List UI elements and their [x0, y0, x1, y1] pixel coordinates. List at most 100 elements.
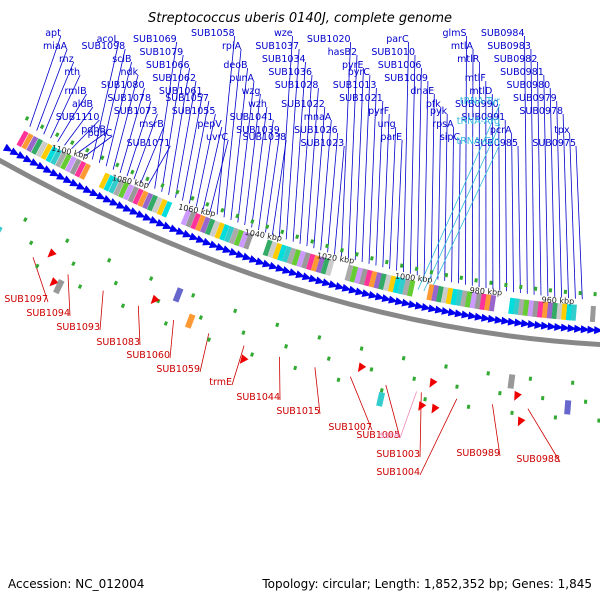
cds-arrow	[122, 204, 133, 212]
forward-gene-label: SUB1039	[236, 125, 280, 136]
forward-gene-label: tpx	[554, 125, 570, 136]
cog-block	[21, 133, 34, 150]
forward-gene-callout	[57, 93, 87, 142]
gc-skew-mark	[384, 259, 389, 265]
gc-skew-mark	[265, 224, 270, 230]
forward-gene-label: SUB1098	[82, 41, 126, 52]
cds-arrow	[574, 324, 584, 333]
cog-block	[31, 138, 44, 155]
forward-gene-callout	[504, 119, 507, 292]
gc-skew-mark	[489, 280, 493, 285]
forward-gene-callout	[36, 48, 68, 131]
forward-gene-callout	[409, 54, 416, 274]
inner-mark	[284, 343, 289, 349]
cog-block	[541, 301, 549, 319]
cog-block	[142, 192, 154, 210]
cds-arrow	[288, 268, 299, 276]
forward-gene-callout	[237, 80, 255, 223]
forward-gene-callout	[556, 100, 562, 298]
cds-arrow	[49, 168, 60, 177]
reverse-gene-label: SUB1094	[26, 308, 70, 319]
cds-arrow	[580, 325, 590, 334]
inner-mark	[466, 404, 471, 409]
forward-gene-callout	[292, 61, 306, 242]
cds-arrow	[162, 221, 173, 230]
inner-mark	[35, 263, 40, 269]
gc-skew-mark	[548, 288, 553, 293]
inner-mark	[106, 257, 112, 263]
reverse-arrow	[150, 294, 160, 305]
inner-mark	[149, 276, 154, 282]
cog-block	[69, 158, 82, 175]
inner-mark	[326, 356, 331, 361]
forward-gene-label: parC	[386, 34, 409, 45]
cog-block	[445, 287, 454, 305]
cog-block	[267, 241, 278, 259]
forward-gene-callout	[403, 41, 409, 273]
cog-block	[151, 196, 163, 214]
cog-block	[228, 227, 240, 245]
cog-block	[306, 253, 316, 271]
forward-gene-callout	[112, 74, 139, 170]
forward-gene-label: SUB1078	[107, 93, 151, 104]
inner-mark	[317, 335, 322, 340]
inner-mark	[198, 315, 203, 320]
reverse-gene-callout	[419, 398, 458, 476]
forward-gene-callout	[562, 113, 569, 299]
forward-gene-callout	[530, 48, 535, 295]
cog-block	[517, 298, 525, 316]
cds-arrow	[381, 294, 392, 302]
cog-block	[50, 148, 63, 166]
forward-gene-label: SUB1034	[262, 54, 306, 65]
reverse-gene-callout	[67, 274, 71, 317]
forward-gene-label: dnaE	[410, 86, 434, 97]
cog-block	[589, 305, 596, 323]
cds-arrow	[155, 218, 166, 227]
cds-arrow	[89, 188, 100, 197]
cog-block	[195, 214, 206, 232]
cog-block	[122, 183, 135, 201]
cog-block	[402, 278, 411, 296]
forward-gene-label: SUB1058	[191, 28, 235, 39]
reverse-gene-callout	[527, 408, 561, 463]
forward-gene-label: nth	[64, 67, 80, 78]
cog-block	[204, 218, 216, 236]
inner-mark	[486, 371, 490, 376]
forward-gene-label: mtlF	[465, 73, 486, 84]
forward-gene-callout	[50, 74, 81, 139]
inner-mark	[359, 346, 364, 351]
cds-arrow	[102, 194, 113, 203]
cds-arrow	[335, 282, 345, 290]
reverse-gene-callout	[199, 333, 210, 373]
forward-gene-callout	[202, 126, 223, 210]
cds-arrow	[547, 322, 557, 331]
gc-skew-mark	[519, 284, 523, 290]
reverse-arrow	[239, 354, 249, 364]
reverse-gene-label: SUB0989	[456, 448, 500, 459]
forward-gene-callout	[85, 135, 113, 157]
gc-skew-mark	[235, 213, 240, 219]
inner-mark	[369, 367, 374, 372]
tick-label: 980 kbp	[469, 286, 502, 298]
reverse-gene-label: SUB1005	[356, 430, 400, 441]
cds-arrow	[215, 242, 226, 251]
forward-gene-callout	[361, 74, 371, 263]
forward-gene-label: SUB1057	[165, 93, 209, 104]
reverse-arrow	[49, 277, 59, 287]
gc-skew-mark	[100, 155, 105, 161]
cog-block	[392, 276, 402, 294]
forward-gene-label: SUB1021	[339, 93, 383, 104]
forward-gene-callout	[91, 41, 120, 160]
inner-block	[376, 391, 386, 407]
cds-arrow	[348, 285, 359, 294]
cds-arrow	[149, 216, 159, 224]
reverse-gene-label: SUB1083	[96, 337, 140, 348]
forward-gene-callout	[389, 126, 397, 269]
gc-skew-mark	[115, 162, 120, 168]
forward-gene-callout	[126, 100, 152, 177]
cds-arrow	[421, 302, 431, 311]
gc-skew-mark	[175, 189, 180, 195]
genome-backbone	[0, 157, 600, 347]
forward-gene-label: rmlB	[64, 86, 86, 97]
reverse-gene-callout	[169, 319, 174, 359]
